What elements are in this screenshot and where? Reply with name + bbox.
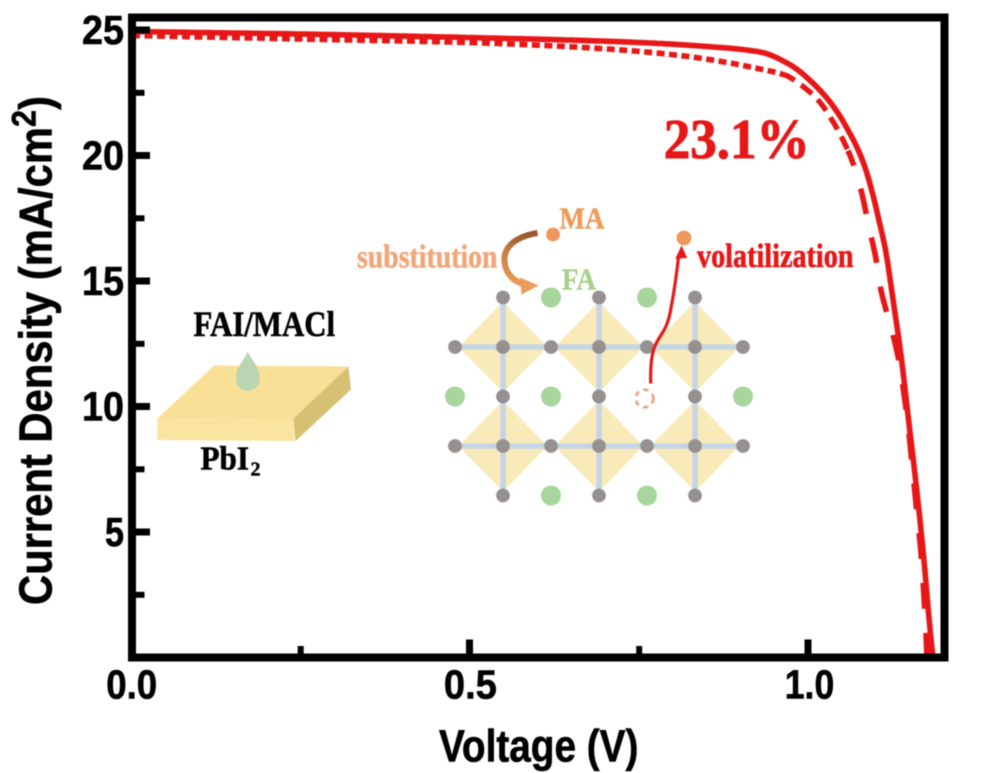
- svg-text:substitution: substitution: [357, 240, 498, 276]
- svg-text:25: 25: [82, 7, 124, 53]
- svg-text:Current Density (mA/cm: Current Density (mA/cm: [10, 127, 62, 605]
- svg-text:2: 2: [6, 110, 44, 127]
- svg-text:23.1%: 23.1%: [664, 109, 810, 171]
- svg-text:5: 5: [105, 509, 124, 555]
- svg-text:10: 10: [82, 384, 124, 430]
- svg-text:volatilization: volatilization: [697, 238, 854, 275]
- svg-text:2: 2: [251, 459, 261, 481]
- svg-text:0.5: 0.5: [444, 662, 497, 708]
- svg-text:FAI/MACl: FAI/MACl: [194, 304, 336, 344]
- svg-text:1.0: 1.0: [785, 662, 835, 708]
- svg-text:0.0: 0.0: [106, 662, 157, 708]
- svg-text:MA: MA: [560, 202, 605, 236]
- svg-text:15: 15: [82, 258, 124, 304]
- svg-text:): ): [10, 96, 62, 110]
- svg-text:FA: FA: [562, 262, 596, 296]
- svg-text:Voltage (V): Voltage (V): [439, 721, 639, 772]
- svg-text:PbI: PbI: [201, 441, 250, 478]
- svg-text:20: 20: [82, 133, 124, 179]
